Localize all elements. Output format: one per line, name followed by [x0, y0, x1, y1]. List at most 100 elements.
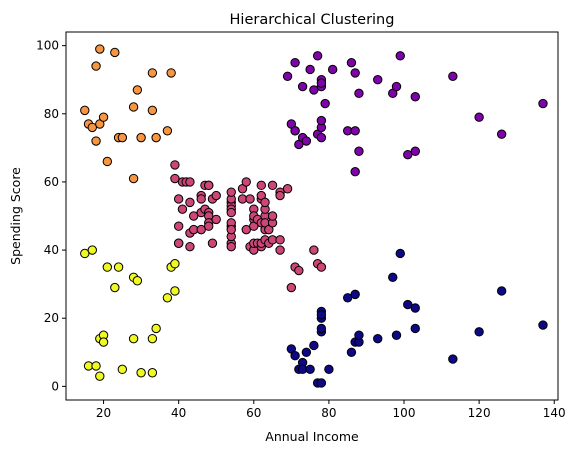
data-point	[102, 156, 113, 167]
data-point	[226, 224, 236, 235]
data-point	[320, 98, 330, 109]
data-point	[147, 68, 158, 78]
data-point	[95, 371, 105, 381]
data-point	[132, 276, 143, 286]
data-point	[87, 122, 97, 133]
data-point	[151, 323, 161, 334]
data-point	[91, 61, 101, 71]
data-point	[294, 265, 304, 276]
data-point	[297, 81, 308, 92]
data-point	[327, 64, 338, 75]
data-point	[316, 323, 327, 334]
data-point	[410, 146, 420, 156]
x-tick-label: 60	[246, 406, 261, 420]
data-point	[226, 241, 236, 252]
data-point	[373, 75, 383, 85]
x-tick-label: 120	[468, 406, 491, 420]
x-tick-label: 40	[171, 406, 186, 420]
data-point	[316, 378, 327, 388]
data-points	[80, 44, 548, 388]
data-point	[87, 245, 97, 255]
data-point	[324, 364, 334, 375]
data-point	[309, 340, 319, 351]
data-point	[211, 214, 221, 225]
data-point	[286, 282, 297, 293]
data-point	[395, 51, 405, 61]
y-tick-label: 80	[44, 107, 59, 121]
y-tick-label: 60	[44, 175, 59, 189]
data-point	[290, 126, 300, 136]
data-point	[177, 204, 188, 214]
data-point	[170, 173, 180, 184]
data-point	[173, 238, 184, 248]
data-point	[188, 211, 199, 221]
data-point	[391, 330, 402, 340]
data-point	[448, 71, 458, 82]
data-point	[316, 115, 327, 126]
data-point	[290, 351, 300, 361]
data-point	[170, 160, 180, 170]
data-point	[267, 180, 278, 191]
data-point	[312, 51, 323, 61]
x-tick-label: 140	[543, 406, 566, 420]
y-tick-label: 40	[44, 243, 59, 257]
data-point	[95, 44, 105, 54]
data-point	[256, 180, 266, 191]
data-point	[226, 207, 236, 218]
data-point	[166, 68, 176, 78]
data-point	[316, 262, 327, 272]
data-point	[305, 364, 315, 375]
x-tick-label: 80	[321, 406, 336, 420]
data-point	[350, 126, 360, 136]
data-point	[162, 293, 173, 303]
data-point	[350, 289, 360, 300]
data-point	[354, 330, 364, 340]
y-tick-label: 20	[44, 311, 59, 325]
data-point	[211, 190, 221, 201]
data-point	[185, 197, 195, 208]
y-axis: 0 20 40 60 80 100	[36, 39, 66, 393]
data-point	[346, 347, 357, 357]
data-point	[136, 368, 146, 378]
y-axis-label: Spending Score	[8, 167, 23, 265]
data-point	[373, 333, 383, 344]
data-point	[128, 333, 139, 344]
data-point	[196, 224, 206, 235]
x-axis-label: Annual Income	[265, 429, 359, 444]
data-point	[170, 286, 180, 296]
data-point	[346, 57, 357, 68]
data-point	[173, 194, 184, 204]
data-point	[282, 71, 293, 82]
data-point	[350, 68, 360, 78]
data-point	[245, 194, 255, 204]
data-point	[354, 146, 364, 156]
data-point	[147, 105, 158, 116]
y-tick-label: 100	[36, 39, 59, 53]
data-point	[309, 85, 319, 95]
data-point	[350, 167, 360, 177]
chart-title: Hierarchical Clustering	[230, 12, 395, 28]
data-point	[410, 92, 420, 102]
data-point	[117, 132, 128, 143]
data-point	[196, 194, 206, 204]
data-point	[342, 293, 353, 303]
data-point	[98, 337, 109, 347]
data-point	[173, 221, 184, 231]
data-point	[136, 132, 146, 143]
data-point	[388, 272, 398, 283]
data-point	[316, 132, 327, 143]
data-point	[147, 333, 158, 344]
data-point	[305, 64, 315, 75]
data-point	[474, 112, 484, 122]
data-point	[241, 177, 251, 187]
data-point	[538, 320, 548, 330]
data-point	[185, 241, 195, 252]
data-point	[403, 299, 413, 310]
data-point	[275, 190, 285, 201]
data-point	[113, 262, 124, 272]
data-point	[91, 361, 101, 371]
data-point	[98, 112, 109, 122]
data-point	[410, 323, 420, 334]
data-point	[80, 105, 90, 116]
